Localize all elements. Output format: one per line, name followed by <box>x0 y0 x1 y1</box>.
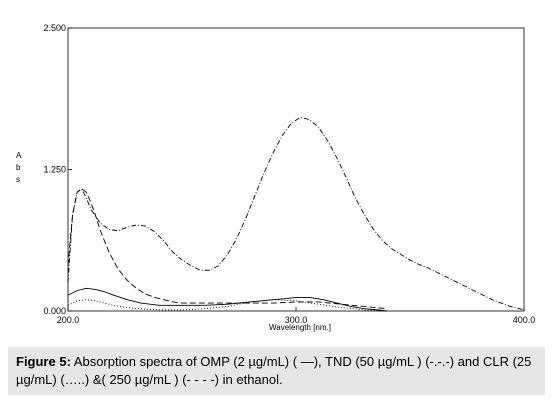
x-axis-label: Wavelength [nm.] <box>269 323 331 332</box>
plot-frame <box>67 27 525 312</box>
ticks: 200.0 300.0 400.0 2.500 1.250 0.000 <box>43 23 535 325</box>
y-tick-label: 2.500 <box>43 23 66 33</box>
y-axis-label-char: A <box>16 151 22 160</box>
figure-caption: Figure 5: Absorption spectra of OMP (2 µ… <box>8 347 545 395</box>
x-tick-label: 400.0 <box>513 315 536 325</box>
caption-text: Absorption spectra of OMP (2 µg/mL) ( —)… <box>16 354 532 387</box>
y-axis-label-char: b <box>16 163 21 172</box>
series-line-solid <box>67 287 388 312</box>
x-tick-label: 300.0 <box>285 315 308 325</box>
series-line-dotted <box>67 299 388 312</box>
series-line-dashed <box>67 188 388 310</box>
y-tick-label: 0.000 <box>43 306 66 316</box>
caption-label: Figure 5: <box>16 354 71 369</box>
y-tick-label: 1.250 <box>43 165 66 175</box>
y-axis-label-char: s <box>16 175 20 184</box>
x-tick-label: 200.0 <box>57 315 80 325</box>
series-line-dash-dot <box>67 116 525 311</box>
series-lines <box>67 116 525 312</box>
